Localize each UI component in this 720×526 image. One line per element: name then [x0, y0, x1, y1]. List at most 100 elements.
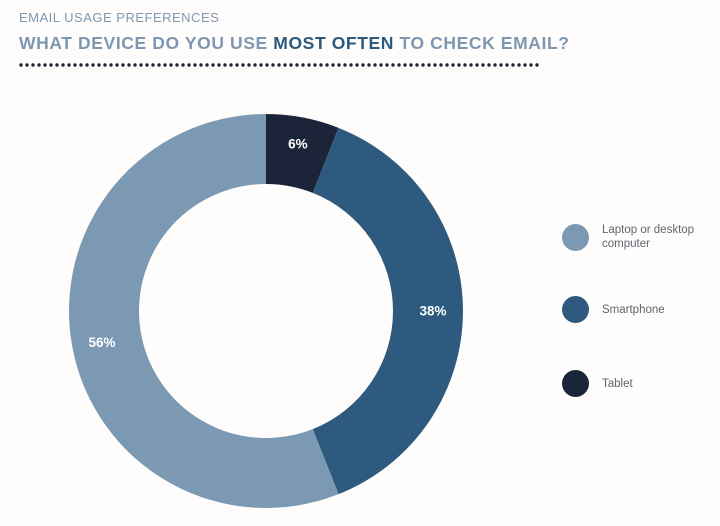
divider-dot — [475, 63, 479, 67]
donut-label-smartphone: 38% — [419, 304, 446, 319]
title-start: WHAT DEVICE DO YOU USE — [19, 33, 274, 53]
divider-dot — [61, 63, 65, 67]
divider-dot — [343, 63, 347, 67]
divider-dot — [163, 63, 167, 67]
legend-swatch-tablet — [562, 370, 589, 397]
divider-dot — [451, 63, 455, 67]
divider-dot — [121, 63, 125, 67]
divider-dot — [157, 63, 161, 67]
legend-label-smartphone: Smartphone — [602, 303, 665, 316]
legend-item-smartphone: Smartphone — [562, 296, 712, 323]
divider-dot — [109, 63, 113, 67]
divider-dot — [151, 63, 155, 67]
legend-item-laptop: Laptop or desktop computer — [562, 223, 712, 251]
divider-dot — [481, 63, 485, 67]
divider-dot — [331, 63, 335, 67]
divider-dot — [289, 63, 293, 67]
divider-dot — [505, 63, 509, 67]
divider-dot — [499, 63, 503, 67]
divider-dot — [373, 63, 377, 67]
divider-dot — [217, 63, 221, 67]
divider-dot — [67, 63, 71, 67]
divider-dot — [397, 63, 401, 67]
divider-dot — [199, 63, 203, 67]
chart-title: WHAT DEVICE DO YOU USE MOST OFTEN TO CHE… — [19, 33, 570, 54]
divider-dot — [511, 63, 515, 67]
chart-legend: Laptop or desktop computer Smartphone Ta… — [562, 0, 720, 526]
divider-dot — [25, 63, 29, 67]
divider-dot — [241, 63, 245, 67]
divider-dot — [445, 63, 449, 67]
divider-dot — [277, 63, 281, 67]
donut-slice-smartphone — [312, 127, 463, 495]
divider-dot — [127, 63, 131, 67]
legend-item-tablet: Tablet — [562, 370, 712, 397]
divider-dot — [379, 63, 383, 67]
divider-dot — [367, 63, 371, 67]
donut-slice-tablet — [266, 114, 339, 193]
legend-swatch-smartphone — [562, 296, 589, 323]
divider-dot — [145, 63, 149, 67]
legend-label-laptop: Laptop or desktop computer — [602, 224, 695, 250]
divider-dot — [457, 63, 461, 67]
donut-slice-laptop — [68, 114, 339, 509]
divider-dot — [175, 63, 179, 67]
divider-dot — [295, 63, 299, 67]
divider-dot — [301, 63, 305, 67]
divider-dot — [43, 63, 47, 67]
divider-dot — [229, 63, 233, 67]
divider-dot — [391, 63, 395, 67]
divider-dot — [211, 63, 215, 67]
divider-dot — [97, 63, 101, 67]
divider-dot — [517, 63, 521, 67]
divider-dot — [37, 63, 41, 67]
divider-dot — [427, 63, 431, 67]
divider-dot — [73, 63, 77, 67]
divider-dot — [337, 63, 341, 67]
divider-dot — [247, 63, 251, 67]
divider-dot — [85, 63, 89, 67]
divider-dot — [169, 63, 173, 67]
donut-label-tablet: 6% — [288, 137, 308, 152]
divider-dot — [403, 63, 407, 67]
divider-dot — [181, 63, 185, 67]
divider-dot — [409, 63, 413, 67]
divider-dot — [325, 63, 329, 67]
legend-label-tablet: Tablet — [602, 377, 633, 390]
divider-dot — [205, 63, 209, 67]
divider-dot — [31, 63, 35, 67]
divider-dot — [439, 63, 443, 67]
divider-dot — [139, 63, 143, 67]
divider-dot — [385, 63, 389, 67]
divider-dot — [421, 63, 425, 67]
divider-dot — [487, 63, 491, 67]
divider-dot — [313, 63, 317, 67]
divider-dot — [79, 63, 83, 67]
divider-dot — [361, 63, 365, 67]
divider-dot — [319, 63, 323, 67]
divider-dot — [115, 63, 119, 67]
divider-dot — [133, 63, 137, 67]
title-end: TO CHECK EMAIL? — [394, 33, 570, 53]
divider-dot — [91, 63, 95, 67]
divider-dot — [55, 63, 59, 67]
legend-swatch-laptop — [562, 223, 589, 251]
divider-dot — [253, 63, 257, 67]
divider-dot — [433, 63, 437, 67]
divider-dot — [187, 63, 191, 67]
donut-label-laptop: 56% — [88, 335, 115, 350]
divider-dot — [349, 63, 353, 67]
divider-dot — [307, 63, 311, 67]
divider-dot — [463, 63, 467, 67]
divider-dot — [235, 63, 239, 67]
divider-dot — [103, 63, 107, 67]
divider-dot — [529, 63, 533, 67]
divider-dot — [271, 63, 275, 67]
divider-dot — [493, 63, 497, 67]
divider-dot — [223, 63, 227, 67]
divider-dot — [523, 63, 527, 67]
divider-dot — [535, 63, 539, 67]
divider-dot — [355, 63, 359, 67]
title-emphasis: MOST OFTEN — [273, 33, 395, 53]
